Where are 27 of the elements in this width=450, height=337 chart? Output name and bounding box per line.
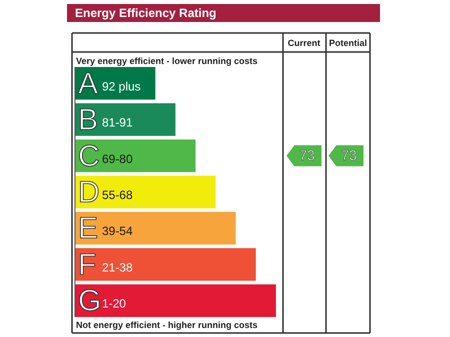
- bar: [74, 212, 236, 245]
- annotation: 81-91: [102, 116, 133, 130]
- annotation: Very energy efficient - lower running costs: [76, 56, 258, 66]
- y-tick-label: G: [78, 284, 102, 318]
- text: Current: [288, 38, 320, 48]
- bar: [74, 139, 196, 172]
- annotation: 39-54: [102, 224, 133, 238]
- annotation: 55-68: [102, 188, 133, 202]
- chart-title: Energy Efficiency Rating: [75, 6, 216, 20]
- text: 73: [299, 146, 315, 163]
- y-tick-label: B: [78, 104, 98, 137]
- y-tick-label: D: [78, 176, 100, 209]
- bar: [74, 284, 276, 317]
- bar: [74, 248, 256, 281]
- bar: [74, 103, 176, 136]
- y-tick-label: F: [78, 248, 96, 282]
- annotation: 1-20: [102, 296, 126, 311]
- bar: [74, 176, 216, 208]
- y-tick-label: E: [78, 212, 98, 246]
- annotation: 69-80: [102, 152, 133, 166]
- text: 73: [341, 146, 357, 163]
- y-tick-label: A: [78, 67, 98, 100]
- annotation: 92 plus: [102, 79, 141, 94]
- y-tick-label: C: [78, 140, 100, 173]
- annotation: 21-38: [102, 260, 133, 274]
- annotation: Not energy efficient - higher running costs: [76, 320, 258, 330]
- text: Potential: [328, 38, 368, 48]
